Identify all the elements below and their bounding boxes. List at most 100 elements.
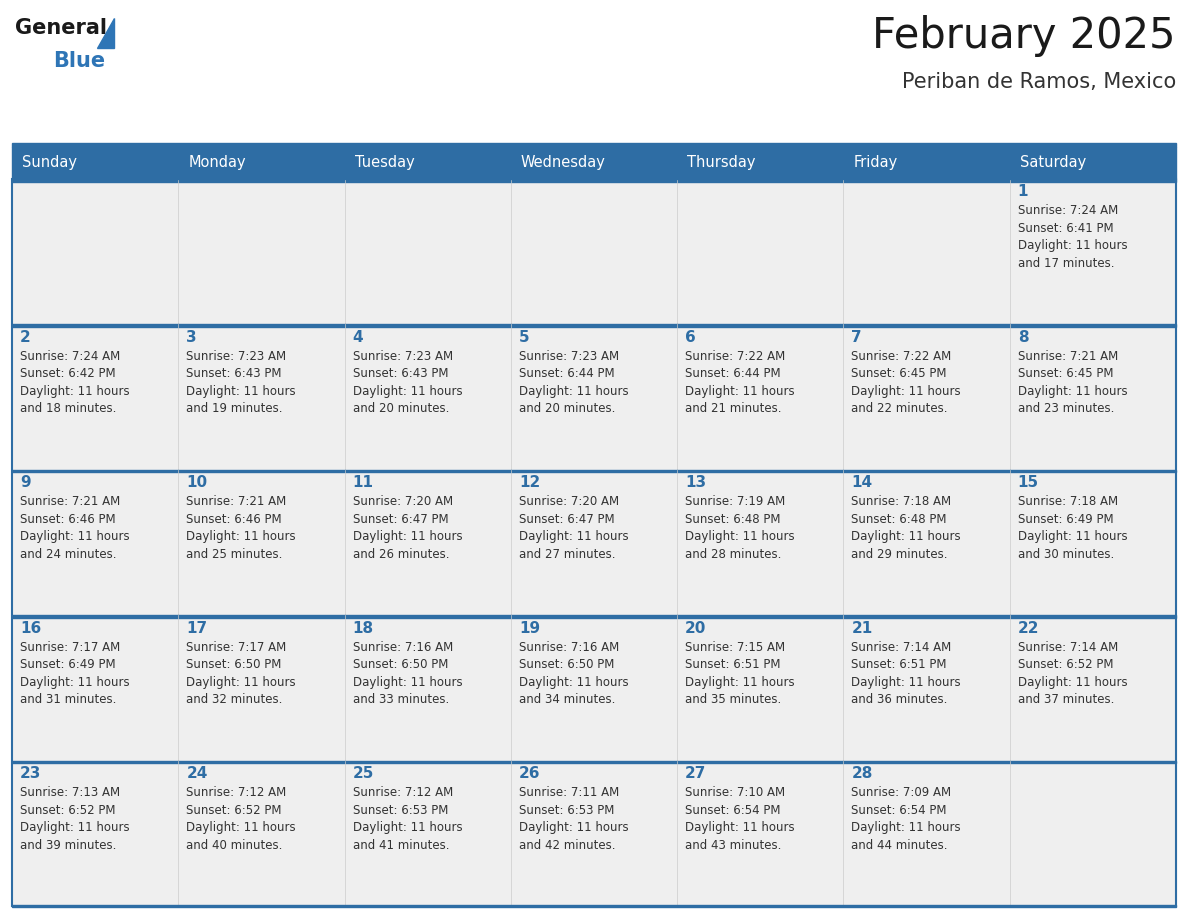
Bar [345, 470, 511, 472]
Text: Sunset: 6:42 PM: Sunset: 6:42 PM [20, 367, 115, 380]
Text: 5: 5 [519, 330, 530, 345]
Text: Daylight: 11 hours: Daylight: 11 hours [852, 821, 961, 834]
Text: Daylight: 11 hours: Daylight: 11 hours [1018, 676, 1127, 688]
Text: and 29 minutes.: and 29 minutes. [852, 548, 948, 561]
Bar [12, 147, 1176, 179]
Text: Daylight: 11 hours: Daylight: 11 hours [187, 531, 296, 543]
Text: Sunset: 6:52 PM: Sunset: 6:52 PM [1018, 658, 1113, 671]
Text: 1: 1 [1018, 185, 1029, 199]
Text: and 37 minutes.: and 37 minutes. [1018, 693, 1114, 706]
Bar [843, 470, 1010, 615]
Bar [345, 615, 511, 618]
Text: Sunrise: 7:21 AM: Sunrise: 7:21 AM [20, 496, 120, 509]
Text: General: General [15, 18, 107, 38]
Bar [345, 470, 511, 615]
Text: Sunset: 6:48 PM: Sunset: 6:48 PM [852, 513, 947, 526]
Text: Blue: Blue [53, 51, 105, 71]
Text: Daylight: 11 hours: Daylight: 11 hours [685, 531, 795, 543]
Bar [345, 179, 511, 182]
Text: 16: 16 [20, 621, 42, 635]
Text: 17: 17 [187, 621, 208, 635]
Text: and 24 minutes.: and 24 minutes. [20, 548, 116, 561]
Bar [178, 761, 345, 906]
Bar [345, 761, 511, 906]
Text: Sunday: Sunday [23, 155, 77, 171]
Text: Sunset: 6:50 PM: Sunset: 6:50 PM [353, 658, 448, 671]
Text: Sunrise: 7:22 AM: Sunrise: 7:22 AM [685, 350, 785, 363]
Text: Sunset: 6:41 PM: Sunset: 6:41 PM [1018, 222, 1113, 235]
Text: Friday: Friday [853, 155, 898, 171]
Text: 13: 13 [685, 476, 707, 490]
Text: Sunset: 6:49 PM: Sunset: 6:49 PM [20, 658, 115, 671]
Text: 11: 11 [353, 476, 373, 490]
Text: and 43 minutes.: and 43 minutes. [685, 839, 782, 852]
Bar [178, 179, 345, 324]
Text: 10: 10 [187, 476, 208, 490]
Text: and 20 minutes.: and 20 minutes. [519, 402, 615, 416]
Bar [12, 143, 1176, 147]
Text: Sunrise: 7:18 AM: Sunrise: 7:18 AM [1018, 496, 1118, 509]
Bar [511, 761, 677, 763]
Text: Daylight: 11 hours: Daylight: 11 hours [20, 821, 129, 834]
Bar [511, 470, 677, 472]
Text: Daylight: 11 hours: Daylight: 11 hours [519, 676, 628, 688]
Text: Daylight: 11 hours: Daylight: 11 hours [1018, 531, 1127, 543]
Text: Sunrise: 7:14 AM: Sunrise: 7:14 AM [852, 641, 952, 654]
Bar [12, 324, 178, 470]
Text: Sunrise: 7:12 AM: Sunrise: 7:12 AM [187, 786, 286, 799]
Bar [12, 761, 178, 906]
Text: and 30 minutes.: and 30 minutes. [1018, 548, 1114, 561]
Text: Daylight: 11 hours: Daylight: 11 hours [685, 385, 795, 397]
Bar [843, 470, 1010, 472]
Bar [12, 324, 178, 327]
Text: Daylight: 11 hours: Daylight: 11 hours [353, 676, 462, 688]
Bar [511, 615, 677, 618]
Bar [511, 324, 677, 327]
Text: Daylight: 11 hours: Daylight: 11 hours [519, 531, 628, 543]
Text: 9: 9 [20, 476, 31, 490]
Text: 22: 22 [1018, 621, 1040, 635]
Text: and 36 minutes.: and 36 minutes. [852, 693, 948, 706]
Bar [12, 904, 1176, 907]
Bar [12, 470, 178, 472]
Text: Saturday: Saturday [1019, 155, 1086, 171]
Text: Sunset: 6:43 PM: Sunset: 6:43 PM [353, 367, 448, 380]
Text: Sunrise: 7:17 AM: Sunrise: 7:17 AM [187, 641, 286, 654]
Bar [12, 470, 178, 615]
Text: Sunset: 6:51 PM: Sunset: 6:51 PM [685, 658, 781, 671]
Polygon shape [97, 18, 114, 48]
Text: Sunrise: 7:19 AM: Sunrise: 7:19 AM [685, 496, 785, 509]
Text: Sunset: 6:46 PM: Sunset: 6:46 PM [187, 513, 282, 526]
Text: Daylight: 11 hours: Daylight: 11 hours [20, 676, 129, 688]
Bar [677, 470, 843, 615]
Text: and 28 minutes.: and 28 minutes. [685, 548, 782, 561]
Text: Periban de Ramos, Mexico: Periban de Ramos, Mexico [902, 72, 1176, 92]
Bar [178, 615, 345, 761]
Text: 19: 19 [519, 621, 541, 635]
Text: Sunrise: 7:24 AM: Sunrise: 7:24 AM [20, 350, 120, 363]
Bar [511, 470, 677, 615]
Text: Sunset: 6:45 PM: Sunset: 6:45 PM [852, 367, 947, 380]
Text: and 33 minutes.: and 33 minutes. [353, 693, 449, 706]
Text: February 2025: February 2025 [872, 15, 1176, 57]
Text: Sunrise: 7:10 AM: Sunrise: 7:10 AM [685, 786, 785, 799]
Bar [677, 324, 843, 327]
Text: Sunrise: 7:09 AM: Sunrise: 7:09 AM [852, 786, 952, 799]
Text: Sunset: 6:47 PM: Sunset: 6:47 PM [353, 513, 448, 526]
Text: Sunset: 6:52 PM: Sunset: 6:52 PM [20, 803, 115, 817]
Text: Sunrise: 7:22 AM: Sunrise: 7:22 AM [852, 350, 952, 363]
Bar [178, 615, 345, 618]
Bar [677, 470, 843, 472]
Text: and 39 minutes.: and 39 minutes. [20, 839, 116, 852]
Bar [843, 761, 1010, 763]
Bar [1010, 761, 1176, 763]
Text: 18: 18 [353, 621, 374, 635]
Text: 25: 25 [353, 767, 374, 781]
Bar [178, 761, 345, 763]
Text: Sunrise: 7:23 AM: Sunrise: 7:23 AM [353, 350, 453, 363]
Text: Sunset: 6:43 PM: Sunset: 6:43 PM [187, 367, 282, 380]
Text: Daylight: 11 hours: Daylight: 11 hours [1018, 240, 1127, 252]
Bar [677, 179, 843, 182]
Bar [345, 324, 511, 327]
Text: 21: 21 [852, 621, 873, 635]
